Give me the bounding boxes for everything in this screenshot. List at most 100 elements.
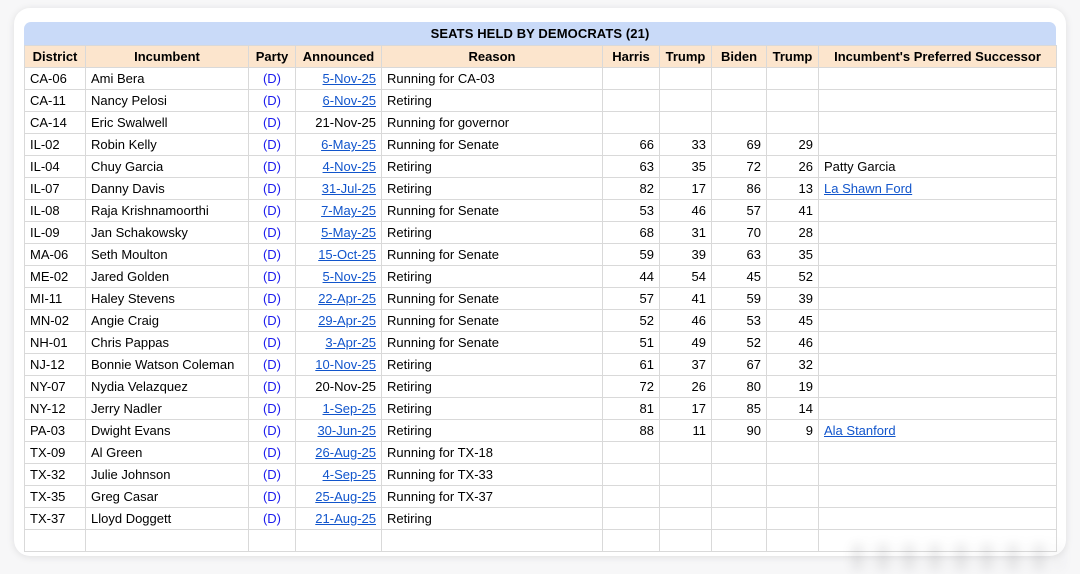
successor-link[interactable]: Ala Stanford xyxy=(824,423,896,438)
table-row: CA-14 Eric Swalwell (D) 21-Nov-25 Runnin… xyxy=(24,111,1057,134)
cell-reason: Retiring xyxy=(381,221,603,244)
announced-date-link[interactable]: 22-Apr-25 xyxy=(318,291,376,306)
cell-incumbent: Nydia Velazquez xyxy=(85,375,249,398)
district-text: NH-01 xyxy=(30,335,68,350)
announced-date-link[interactable]: 5-Nov-25 xyxy=(322,71,376,86)
announced-date-link[interactable]: 31-Jul-25 xyxy=(321,181,376,196)
announced-date-link[interactable]: 4-Sep-25 xyxy=(322,467,376,482)
announced-date-link[interactable]: 5-Nov-25 xyxy=(322,269,376,284)
announced-date-link[interactable]: 26-Aug-25 xyxy=(315,445,376,460)
cell-harris-pct xyxy=(602,111,660,134)
cell-trump-2020-pct xyxy=(766,507,819,530)
trump-2024-value: 46 xyxy=(691,203,706,218)
announced-date-link[interactable]: 25-Aug-25 xyxy=(315,489,376,504)
cell-biden-pct xyxy=(711,89,767,112)
trump-2020-value: 46 xyxy=(798,335,813,350)
trump-2020-value: 13 xyxy=(798,181,813,196)
party-text: (D) xyxy=(262,159,282,174)
party-text: (D) xyxy=(262,247,282,262)
announced-date-link[interactable]: 29-Apr-25 xyxy=(318,313,376,328)
harris-value: 68 xyxy=(639,225,654,240)
announced-date-link[interactable]: 6-May-25 xyxy=(321,137,376,152)
cell-harris-pct xyxy=(602,485,660,508)
cell-announced: 1-Sep-25 xyxy=(295,397,382,420)
announced-date-link[interactable]: 6-Nov-25 xyxy=(322,93,376,108)
cell-announced: 31-Jul-25 xyxy=(295,177,382,200)
cell-biden-pct: 52 xyxy=(711,331,767,354)
cell-trump-2020-pct: 14 xyxy=(766,397,819,420)
cell-trump-2024-pct xyxy=(659,89,712,112)
announced-date-link[interactable]: 7-May-25 xyxy=(321,203,376,218)
announced-date-link[interactable]: 1-Sep-25 xyxy=(322,401,376,416)
cell-successor xyxy=(818,441,1057,464)
harris-value: 63 xyxy=(639,159,654,174)
party-text: (D) xyxy=(262,93,282,108)
table-row: TX-32 Julie Johnson (D) 4-Sep-25 Running… xyxy=(24,463,1057,486)
announced-date-link[interactable]: 5-May-25 xyxy=(321,225,376,240)
cell-successor xyxy=(818,463,1057,486)
cell-successor xyxy=(818,529,1057,552)
cell-district: IL-09 xyxy=(24,221,86,244)
cell-announced: 6-Nov-25 xyxy=(295,89,382,112)
cell-harris-pct: 51 xyxy=(602,331,660,354)
table-row: TX-09 Al Green (D) 26-Aug-25 Running for… xyxy=(24,441,1057,464)
cell-incumbent xyxy=(85,529,249,552)
table-row: NH-01 Chris Pappas (D) 3-Apr-25 Running … xyxy=(24,331,1057,354)
announced-date-link[interactable]: 3-Apr-25 xyxy=(325,335,376,350)
cell-announced: 6-May-25 xyxy=(295,133,382,156)
table-row: NJ-12 Bonnie Watson Coleman (D) 10-Nov-2… xyxy=(24,353,1057,376)
cell-district: MN-02 xyxy=(24,309,86,332)
reason-text: Running for Senate xyxy=(387,291,500,306)
cell-trump-2024-pct: 46 xyxy=(659,199,712,222)
cell-announced: 7-May-25 xyxy=(295,199,382,222)
party-text: (D) xyxy=(262,225,282,240)
biden-value: 69 xyxy=(746,137,761,152)
announced-date-link[interactable]: 4-Nov-25 xyxy=(322,159,376,174)
cell-reason: Retiring xyxy=(381,177,603,200)
cell-party: (D) xyxy=(248,199,296,222)
table-row: MI-11 Haley Stevens (D) 22-Apr-25 Runnin… xyxy=(24,287,1057,310)
cell-incumbent: Nancy Pelosi xyxy=(85,89,249,112)
cell-trump-2024-pct: 17 xyxy=(659,397,712,420)
announced-date-link[interactable]: 21-Aug-25 xyxy=(315,511,376,526)
cell-trump-2020-pct: 45 xyxy=(766,309,819,332)
cell-trump-2024-pct xyxy=(659,111,712,134)
cell-successor xyxy=(818,265,1057,288)
cell-trump-2020-pct xyxy=(766,89,819,112)
cell-biden-pct xyxy=(711,485,767,508)
cell-district: IL-04 xyxy=(24,155,86,178)
cell-trump-2024-pct xyxy=(659,485,712,508)
cell-incumbent: Danny Davis xyxy=(85,177,249,200)
announced-date-link[interactable]: 10-Nov-25 xyxy=(315,357,376,372)
cell-party: (D) xyxy=(248,353,296,376)
cell-incumbent: Lloyd Doggett xyxy=(85,507,249,530)
cell-incumbent: Julie Johnson xyxy=(85,463,249,486)
trump-2020-value: 45 xyxy=(798,313,813,328)
cell-party: (D) xyxy=(248,397,296,420)
table-row: CA-06 Ami Bera (D) 5-Nov-25 Running for … xyxy=(24,67,1057,90)
cell-reason: Running for Senate xyxy=(381,243,603,266)
reason-text: Retiring xyxy=(387,269,432,284)
cell-successor xyxy=(818,507,1057,530)
announced-date-link[interactable]: 30-Jun-25 xyxy=(317,423,376,438)
announced-date-link[interactable]: 15-Oct-25 xyxy=(318,247,376,262)
harris-value: 53 xyxy=(639,203,654,218)
cell-biden-pct: 57 xyxy=(711,199,767,222)
district-text: TX-09 xyxy=(30,445,66,460)
party-text: (D) xyxy=(262,357,282,372)
col-header-successor: Incumbent's Preferred Successor xyxy=(818,45,1057,68)
reason-text: Running for Senate xyxy=(387,203,500,218)
biden-value: 86 xyxy=(746,181,761,196)
cell-party: (D) xyxy=(248,419,296,442)
cell-party xyxy=(248,529,296,552)
cell-incumbent: Jan Schakowsky xyxy=(85,221,249,244)
party-text: (D) xyxy=(262,423,282,438)
district-text: MI-11 xyxy=(30,291,63,306)
cell-trump-2024-pct xyxy=(659,441,712,464)
successor-link[interactable]: La Shawn Ford xyxy=(824,181,913,196)
party-text: (D) xyxy=(262,203,282,218)
cell-announced: 4-Nov-25 xyxy=(295,155,382,178)
cell-reason: Retiring xyxy=(381,397,603,420)
cell-district: MA-06 xyxy=(24,243,86,266)
trump-2020-value: 28 xyxy=(798,225,813,240)
